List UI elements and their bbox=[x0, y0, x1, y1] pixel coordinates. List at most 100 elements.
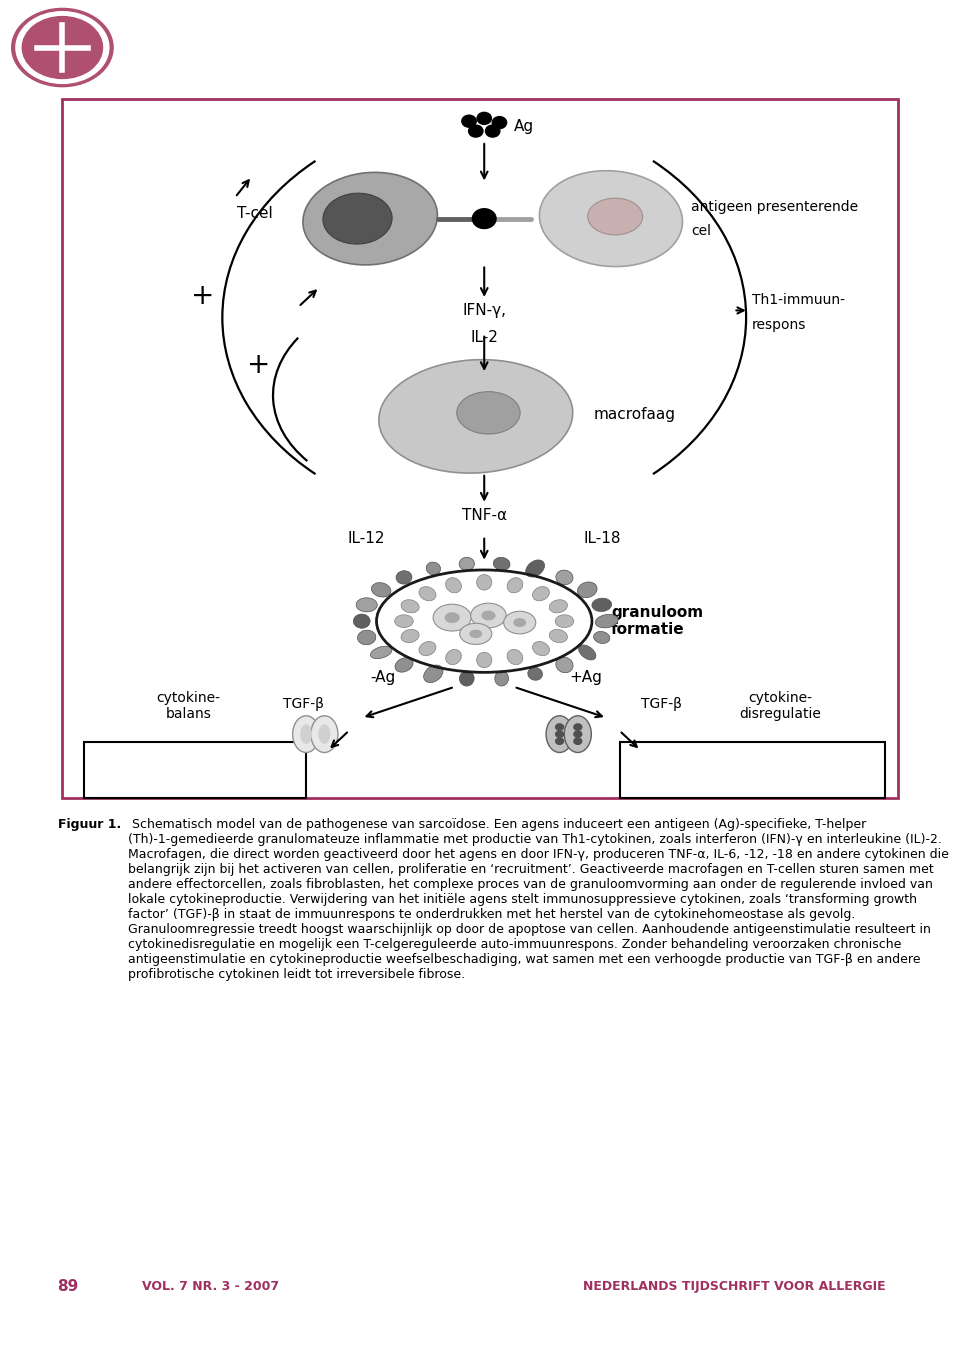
Text: antigeen presenterende: antigeen presenterende bbox=[691, 200, 858, 213]
Text: IL-12: IL-12 bbox=[348, 531, 385, 546]
Ellipse shape bbox=[469, 630, 482, 638]
FancyBboxPatch shape bbox=[84, 741, 306, 799]
Ellipse shape bbox=[419, 641, 436, 656]
Ellipse shape bbox=[494, 669, 509, 687]
Ellipse shape bbox=[470, 603, 506, 627]
Text: cytokine-
balans: cytokine- balans bbox=[156, 691, 221, 721]
Ellipse shape bbox=[476, 652, 492, 668]
Ellipse shape bbox=[444, 612, 460, 623]
Text: 89: 89 bbox=[58, 1279, 79, 1294]
Circle shape bbox=[555, 724, 564, 731]
Text: Ag: Ag bbox=[514, 120, 534, 134]
Ellipse shape bbox=[540, 171, 683, 266]
Text: Th1-immuun-: Th1-immuun- bbox=[752, 293, 845, 307]
Circle shape bbox=[486, 125, 500, 137]
Ellipse shape bbox=[419, 587, 436, 600]
Ellipse shape bbox=[533, 587, 549, 600]
Ellipse shape bbox=[588, 198, 642, 235]
Circle shape bbox=[12, 8, 113, 87]
Circle shape bbox=[573, 731, 583, 737]
Circle shape bbox=[492, 117, 507, 129]
Text: +: + bbox=[247, 350, 271, 379]
Circle shape bbox=[573, 737, 583, 746]
Ellipse shape bbox=[555, 657, 573, 674]
Circle shape bbox=[462, 115, 476, 128]
Ellipse shape bbox=[395, 615, 413, 627]
Text: IL-18: IL-18 bbox=[584, 531, 621, 546]
Text: chronische inflammatie
en longschade: chronische inflammatie en longschade bbox=[652, 754, 853, 786]
Ellipse shape bbox=[458, 672, 475, 686]
Ellipse shape bbox=[303, 172, 438, 265]
Ellipse shape bbox=[554, 569, 575, 585]
Ellipse shape bbox=[457, 391, 520, 435]
Ellipse shape bbox=[311, 716, 338, 752]
Circle shape bbox=[573, 724, 583, 731]
Ellipse shape bbox=[425, 664, 441, 683]
Ellipse shape bbox=[300, 724, 312, 744]
Text: cel: cel bbox=[691, 224, 711, 238]
Text: TNF-α: TNF-α bbox=[462, 508, 507, 523]
Ellipse shape bbox=[459, 557, 475, 570]
Text: VOL. 7 NR. 3 - 2007: VOL. 7 NR. 3 - 2007 bbox=[142, 1281, 279, 1293]
Ellipse shape bbox=[355, 630, 378, 645]
Text: cytokine-
disregulatie: cytokine- disregulatie bbox=[739, 691, 821, 721]
Ellipse shape bbox=[514, 618, 526, 627]
Ellipse shape bbox=[555, 615, 574, 627]
Ellipse shape bbox=[373, 646, 389, 659]
Ellipse shape bbox=[564, 716, 591, 752]
Ellipse shape bbox=[350, 614, 373, 629]
Text: IL-2: IL-2 bbox=[470, 330, 498, 345]
Text: K L I N I S C H E   I M M U N O L O G I E: K L I N I S C H E I M M U N O L O G I E bbox=[349, 26, 735, 45]
Ellipse shape bbox=[445, 577, 462, 593]
Ellipse shape bbox=[433, 604, 471, 631]
Ellipse shape bbox=[533, 641, 549, 656]
Text: IFN-γ,: IFN-γ, bbox=[462, 303, 506, 318]
Ellipse shape bbox=[595, 614, 618, 629]
Text: +: + bbox=[191, 282, 215, 311]
Ellipse shape bbox=[528, 667, 542, 682]
Circle shape bbox=[555, 737, 564, 746]
Ellipse shape bbox=[481, 611, 495, 621]
Text: Figuur 1.: Figuur 1. bbox=[58, 819, 121, 831]
FancyBboxPatch shape bbox=[61, 99, 899, 797]
Ellipse shape bbox=[396, 569, 413, 587]
Ellipse shape bbox=[396, 657, 412, 674]
Circle shape bbox=[555, 731, 564, 737]
Ellipse shape bbox=[504, 611, 536, 634]
Ellipse shape bbox=[401, 600, 420, 612]
Ellipse shape bbox=[425, 562, 442, 574]
Ellipse shape bbox=[323, 193, 392, 244]
Text: T-cel: T-cel bbox=[237, 206, 273, 221]
Text: suppressie en
resolutie: suppressie en resolutie bbox=[135, 754, 254, 786]
Circle shape bbox=[22, 16, 103, 79]
Ellipse shape bbox=[476, 574, 492, 591]
Ellipse shape bbox=[591, 630, 612, 645]
Text: granuloom
formatie: granuloom formatie bbox=[611, 604, 703, 637]
Text: NEDERLANDS TIJDSCHRIFT VOOR ALLERGIE: NEDERLANDS TIJDSCHRIFT VOOR ALLERGIE bbox=[583, 1281, 885, 1293]
Ellipse shape bbox=[372, 581, 391, 599]
Ellipse shape bbox=[507, 649, 523, 664]
Text: TGF-β: TGF-β bbox=[640, 697, 682, 710]
Ellipse shape bbox=[445, 649, 462, 664]
Ellipse shape bbox=[495, 557, 508, 570]
Ellipse shape bbox=[546, 716, 573, 752]
Ellipse shape bbox=[401, 629, 420, 642]
Circle shape bbox=[477, 113, 492, 125]
Text: TGF-β: TGF-β bbox=[283, 697, 324, 710]
Circle shape bbox=[472, 209, 496, 228]
Ellipse shape bbox=[578, 583, 596, 598]
Ellipse shape bbox=[507, 577, 523, 593]
FancyBboxPatch shape bbox=[620, 741, 885, 799]
Text: -Ag: -Ag bbox=[371, 669, 396, 686]
Ellipse shape bbox=[549, 600, 567, 612]
Circle shape bbox=[16, 12, 108, 83]
Ellipse shape bbox=[577, 646, 597, 659]
Ellipse shape bbox=[460, 623, 492, 645]
Text: macrofaag: macrofaag bbox=[594, 407, 676, 422]
Text: Schematisch model van de pathogenese van sarcoïdose. Een agens induceert een ant: Schematisch model van de pathogenese van… bbox=[128, 819, 948, 982]
Ellipse shape bbox=[319, 724, 330, 744]
Text: +Ag: +Ag bbox=[569, 669, 602, 686]
Ellipse shape bbox=[526, 561, 544, 576]
Circle shape bbox=[468, 125, 483, 137]
Ellipse shape bbox=[590, 598, 612, 612]
